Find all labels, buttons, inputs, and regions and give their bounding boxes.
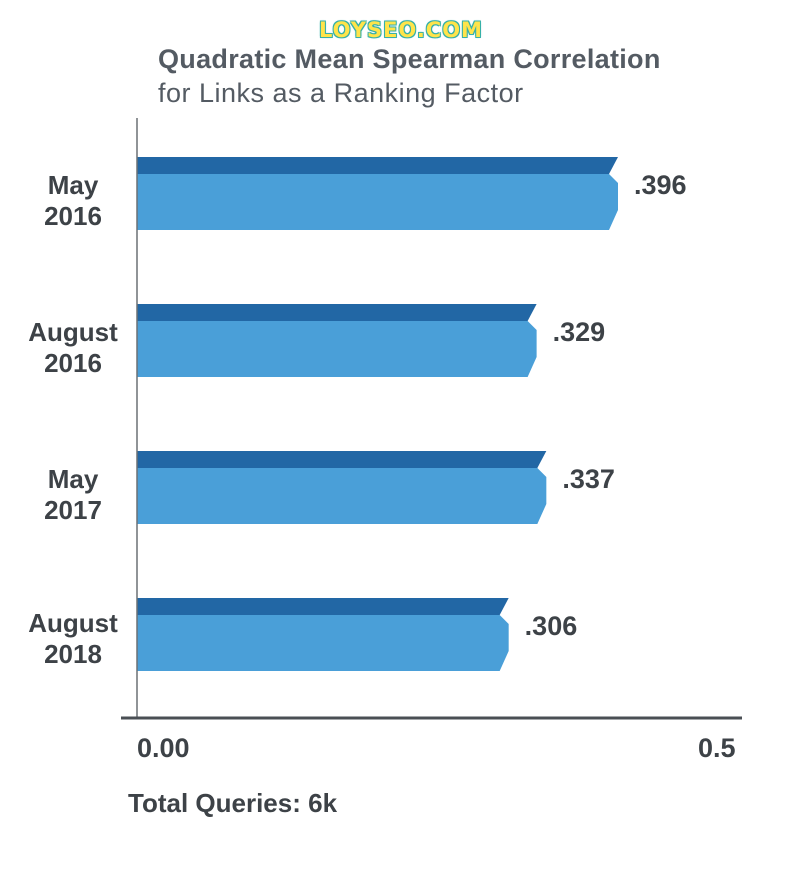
bar-3	[137, 468, 547, 524]
value-label-4: .306	[524, 611, 578, 641]
category-label-2: August 2016	[28, 317, 118, 378]
watermark-logo: LOYSEO.COM	[319, 18, 483, 42]
bar-top-face-1	[137, 157, 618, 174]
x-tick-label-min: 0.00	[137, 733, 190, 763]
bar-2	[137, 321, 537, 377]
bar-1	[137, 174, 618, 230]
chart-title: Quadratic Mean Spearman Correlation	[158, 44, 661, 74]
x-tick-label-max: 0.5	[698, 733, 736, 763]
bar-top-face-4	[137, 598, 509, 615]
value-label-1: .396	[634, 170, 687, 200]
chart-subtitle: for Links as a Ranking Factor	[158, 78, 524, 108]
category-label-3: May 2017	[44, 464, 102, 525]
category-label-4: August 2018	[28, 608, 118, 669]
value-label-2: .329	[552, 317, 606, 347]
bar-4	[137, 615, 509, 671]
total-queries-note: Total Queries: 6k	[128, 788, 338, 818]
bar-top-face-2	[137, 304, 537, 321]
bar-top-face-3	[137, 451, 547, 468]
value-label-3: .337	[562, 464, 615, 494]
category-label-1: May 2016	[44, 170, 102, 231]
